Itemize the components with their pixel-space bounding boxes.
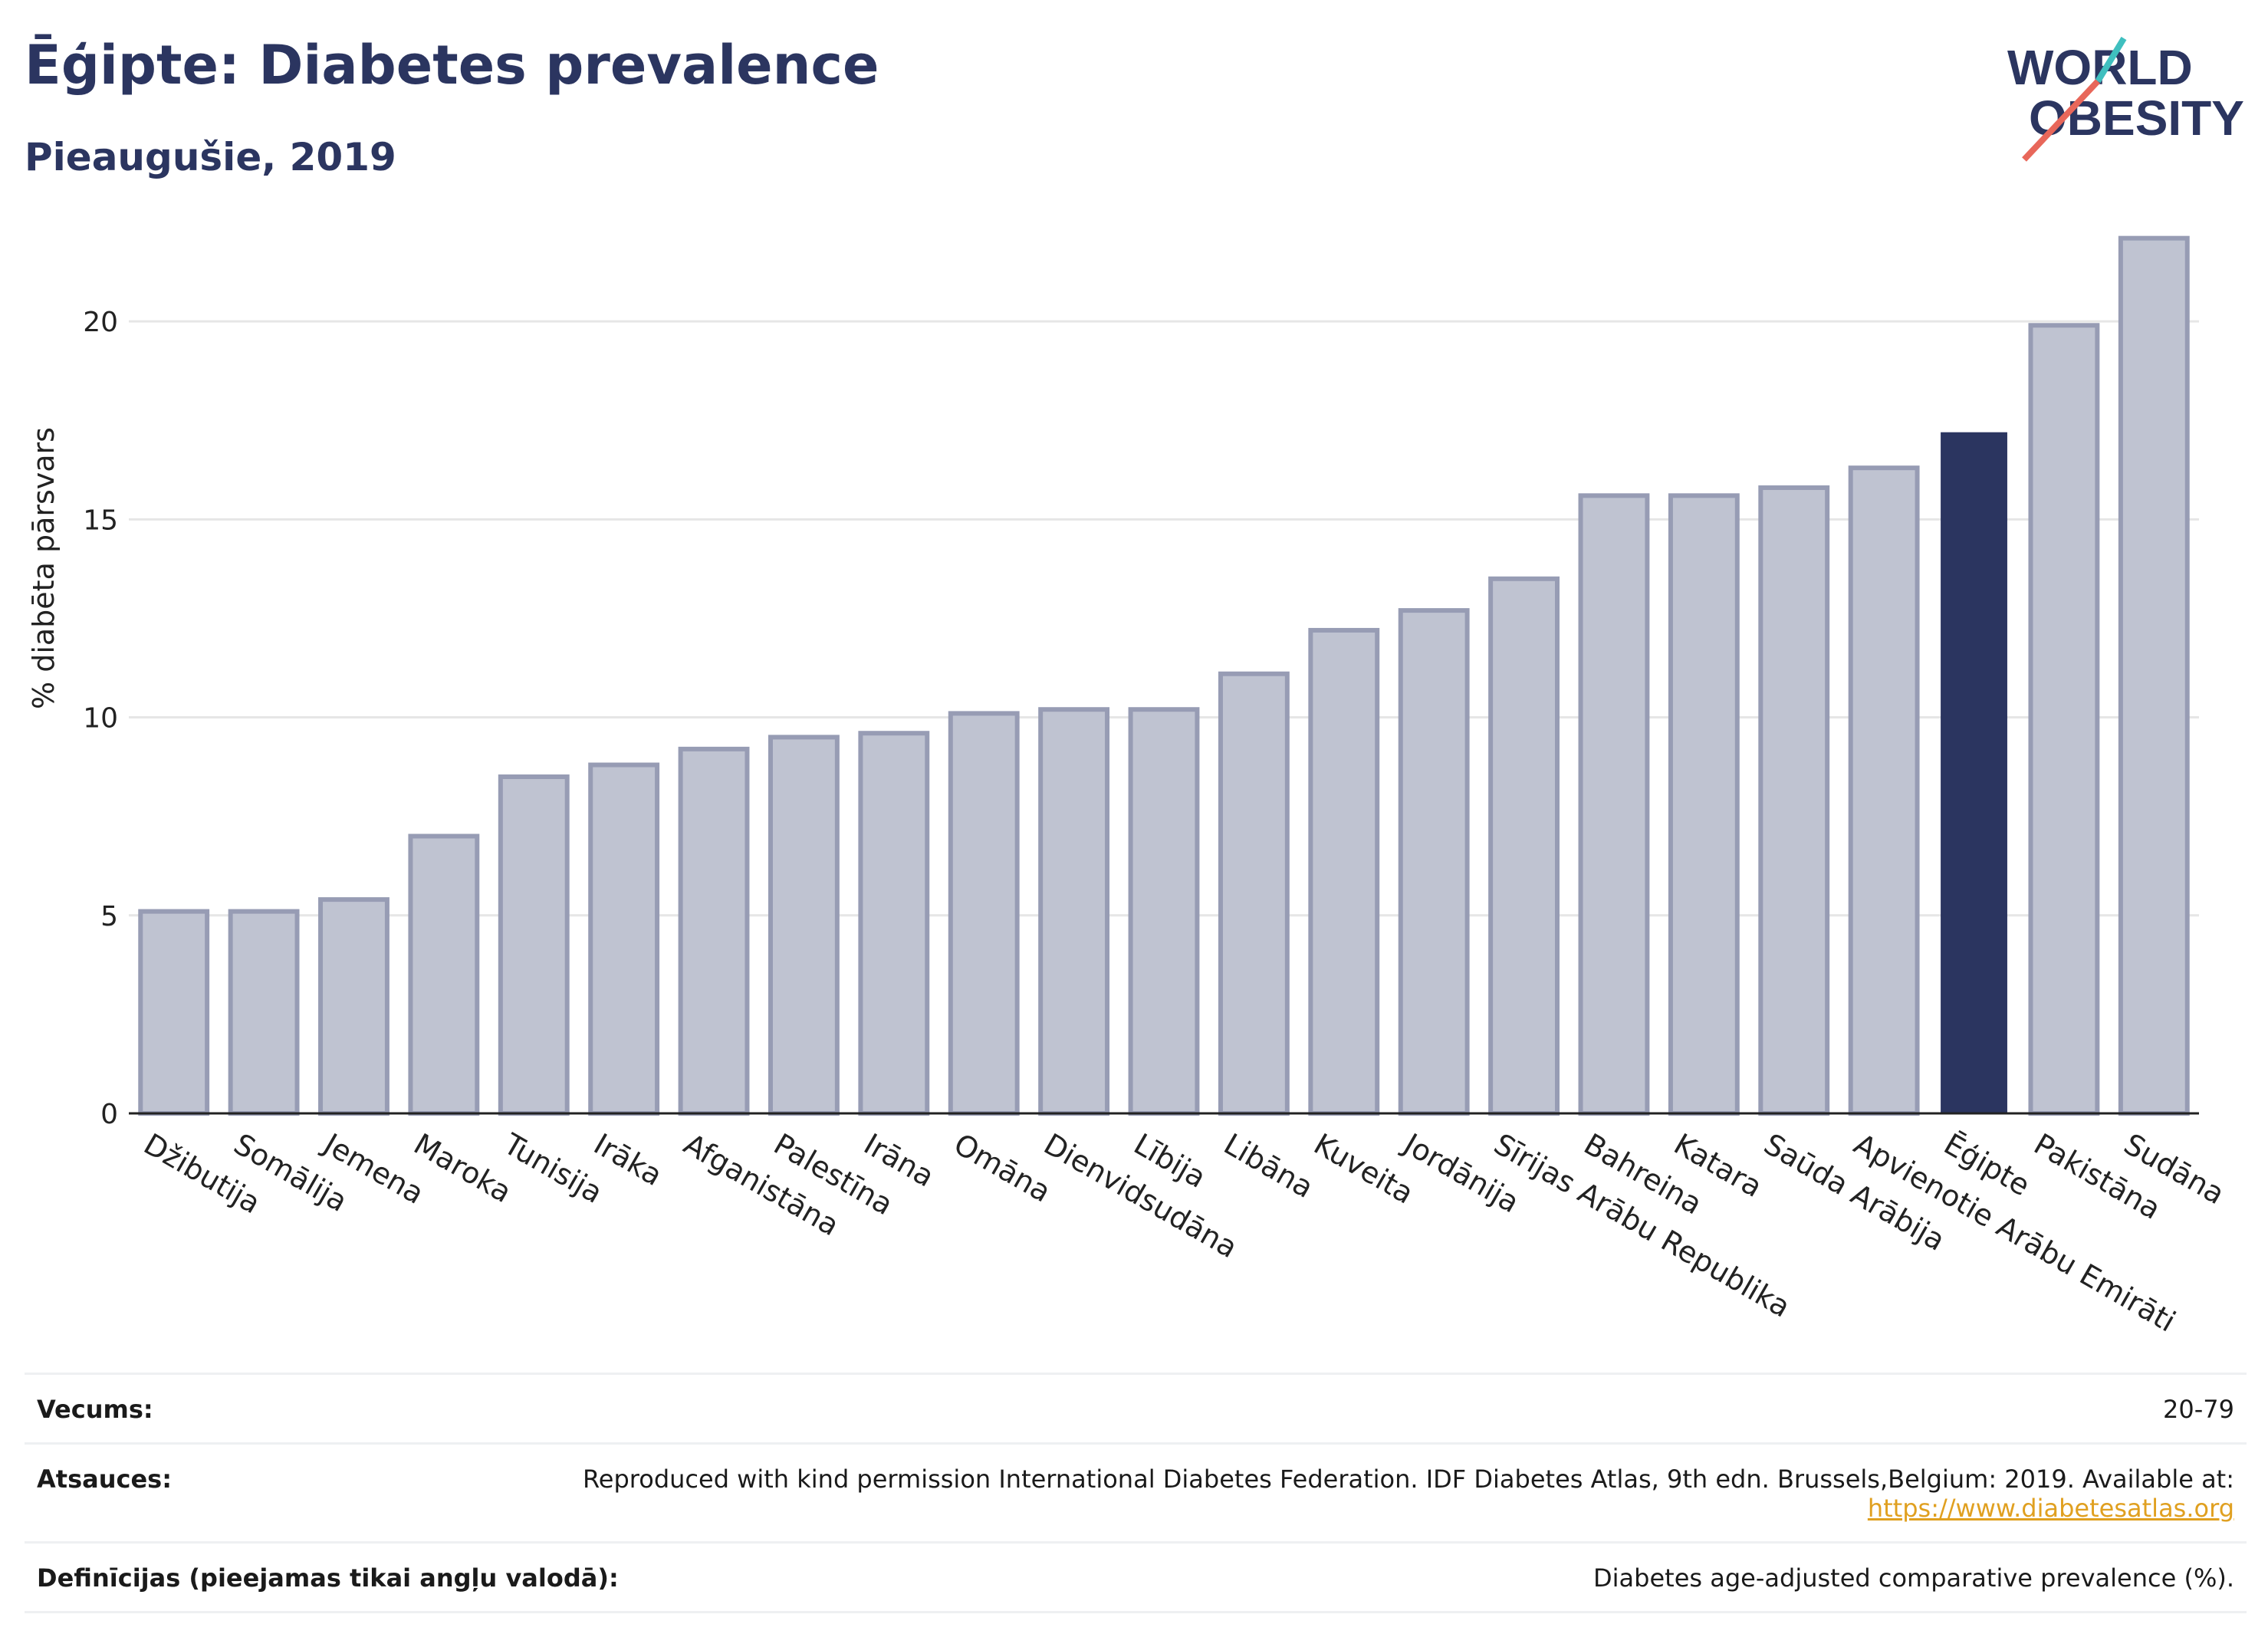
- footer-row-definitions: Definīcijas (pieejamas tikai angļu valod…: [25, 1541, 2247, 1613]
- footer-row-references: Atsauces: Reproduced with kind permissio…: [25, 1442, 2247, 1541]
- references-label: Atsauces:: [37, 1465, 172, 1494]
- bar: [1038, 707, 1110, 1116]
- bar: [1218, 671, 1290, 1116]
- logo-word-world: WORLD: [2007, 40, 2193, 95]
- x-tick-label: Omāna: [948, 1127, 1057, 1209]
- references-link[interactable]: https://www.diabetesatlas.org: [1867, 1494, 2234, 1523]
- bar: [1941, 432, 2007, 1113]
- bar: [1578, 493, 1650, 1116]
- bar: [1488, 576, 1560, 1116]
- bar: [138, 909, 210, 1116]
- bar: [858, 731, 930, 1116]
- x-tick-label: Libāna: [1218, 1127, 1320, 1205]
- definitions-label: Definīcijas (pieejamas tikai angļu valod…: [37, 1563, 619, 1593]
- bar: [1668, 493, 1740, 1116]
- age-value: 20-79: [2163, 1395, 2234, 1424]
- footer-table: Vecums: 20-79 Atsauces: Reproduced with …: [25, 1373, 2247, 1613]
- x-tick-label: Maroka: [408, 1127, 517, 1209]
- y-tick-label: 10: [83, 703, 118, 735]
- age-label: Vecums:: [37, 1395, 153, 1424]
- y-tick-label: 5: [100, 901, 118, 932]
- footer-row-age: Vecums: 20-79: [25, 1373, 2247, 1442]
- bar: [768, 735, 840, 1116]
- bar-chart: 0 5 10 15 20 DžibutijaSomālijaJemenaMarokaTu…: [27, 235, 2230, 1339]
- bar: [1848, 465, 1920, 1116]
- bar: [1758, 485, 1830, 1116]
- bar: [588, 762, 660, 1116]
- world-obesity-logo[interactable]: WORLD OBESITY: [2007, 37, 2253, 167]
- bar: [318, 897, 390, 1116]
- logo-slash-coral: [2022, 79, 2100, 162]
- references-value: Reproduced with kind permission Internat…: [583, 1465, 2234, 1523]
- references-text: Reproduced with kind permission Internat…: [582, 1465, 2234, 1494]
- logo-slash-teal: [2095, 37, 2127, 84]
- bar: [408, 833, 480, 1116]
- y-axis-ticks: 0 5 10 15 20: [83, 307, 118, 1130]
- chart-title: Ēģipte: Diabetes prevalence: [25, 34, 879, 97]
- y-tick-label: 0: [100, 1099, 118, 1130]
- bar: [678, 746, 750, 1116]
- bar: [1398, 608, 1470, 1116]
- bar: [1128, 707, 1200, 1116]
- bar: [1308, 627, 1380, 1116]
- x-tick-label: Kuveita: [1308, 1127, 1419, 1211]
- y-axis-label: % diabēta pārsvars: [27, 427, 61, 709]
- bar: [2118, 235, 2190, 1116]
- bar: [2028, 323, 2100, 1116]
- bar: [228, 909, 300, 1116]
- chart-subtitle: Pieaugušie, 2019: [25, 135, 396, 179]
- x-tick-label: Tunisija: [498, 1126, 608, 1210]
- y-tick-label: 20: [83, 307, 118, 338]
- bar: [948, 711, 1020, 1116]
- x-axis-ticks: DžibutijaSomālijaJemenaMarokaTunisijaIrā…: [138, 1126, 2230, 1339]
- bars: [138, 235, 2190, 1116]
- y-tick-label: 15: [83, 505, 118, 536]
- bar: [498, 774, 570, 1116]
- definitions-value: Diabetes age-adjusted comparative preval…: [1593, 1563, 2234, 1593]
